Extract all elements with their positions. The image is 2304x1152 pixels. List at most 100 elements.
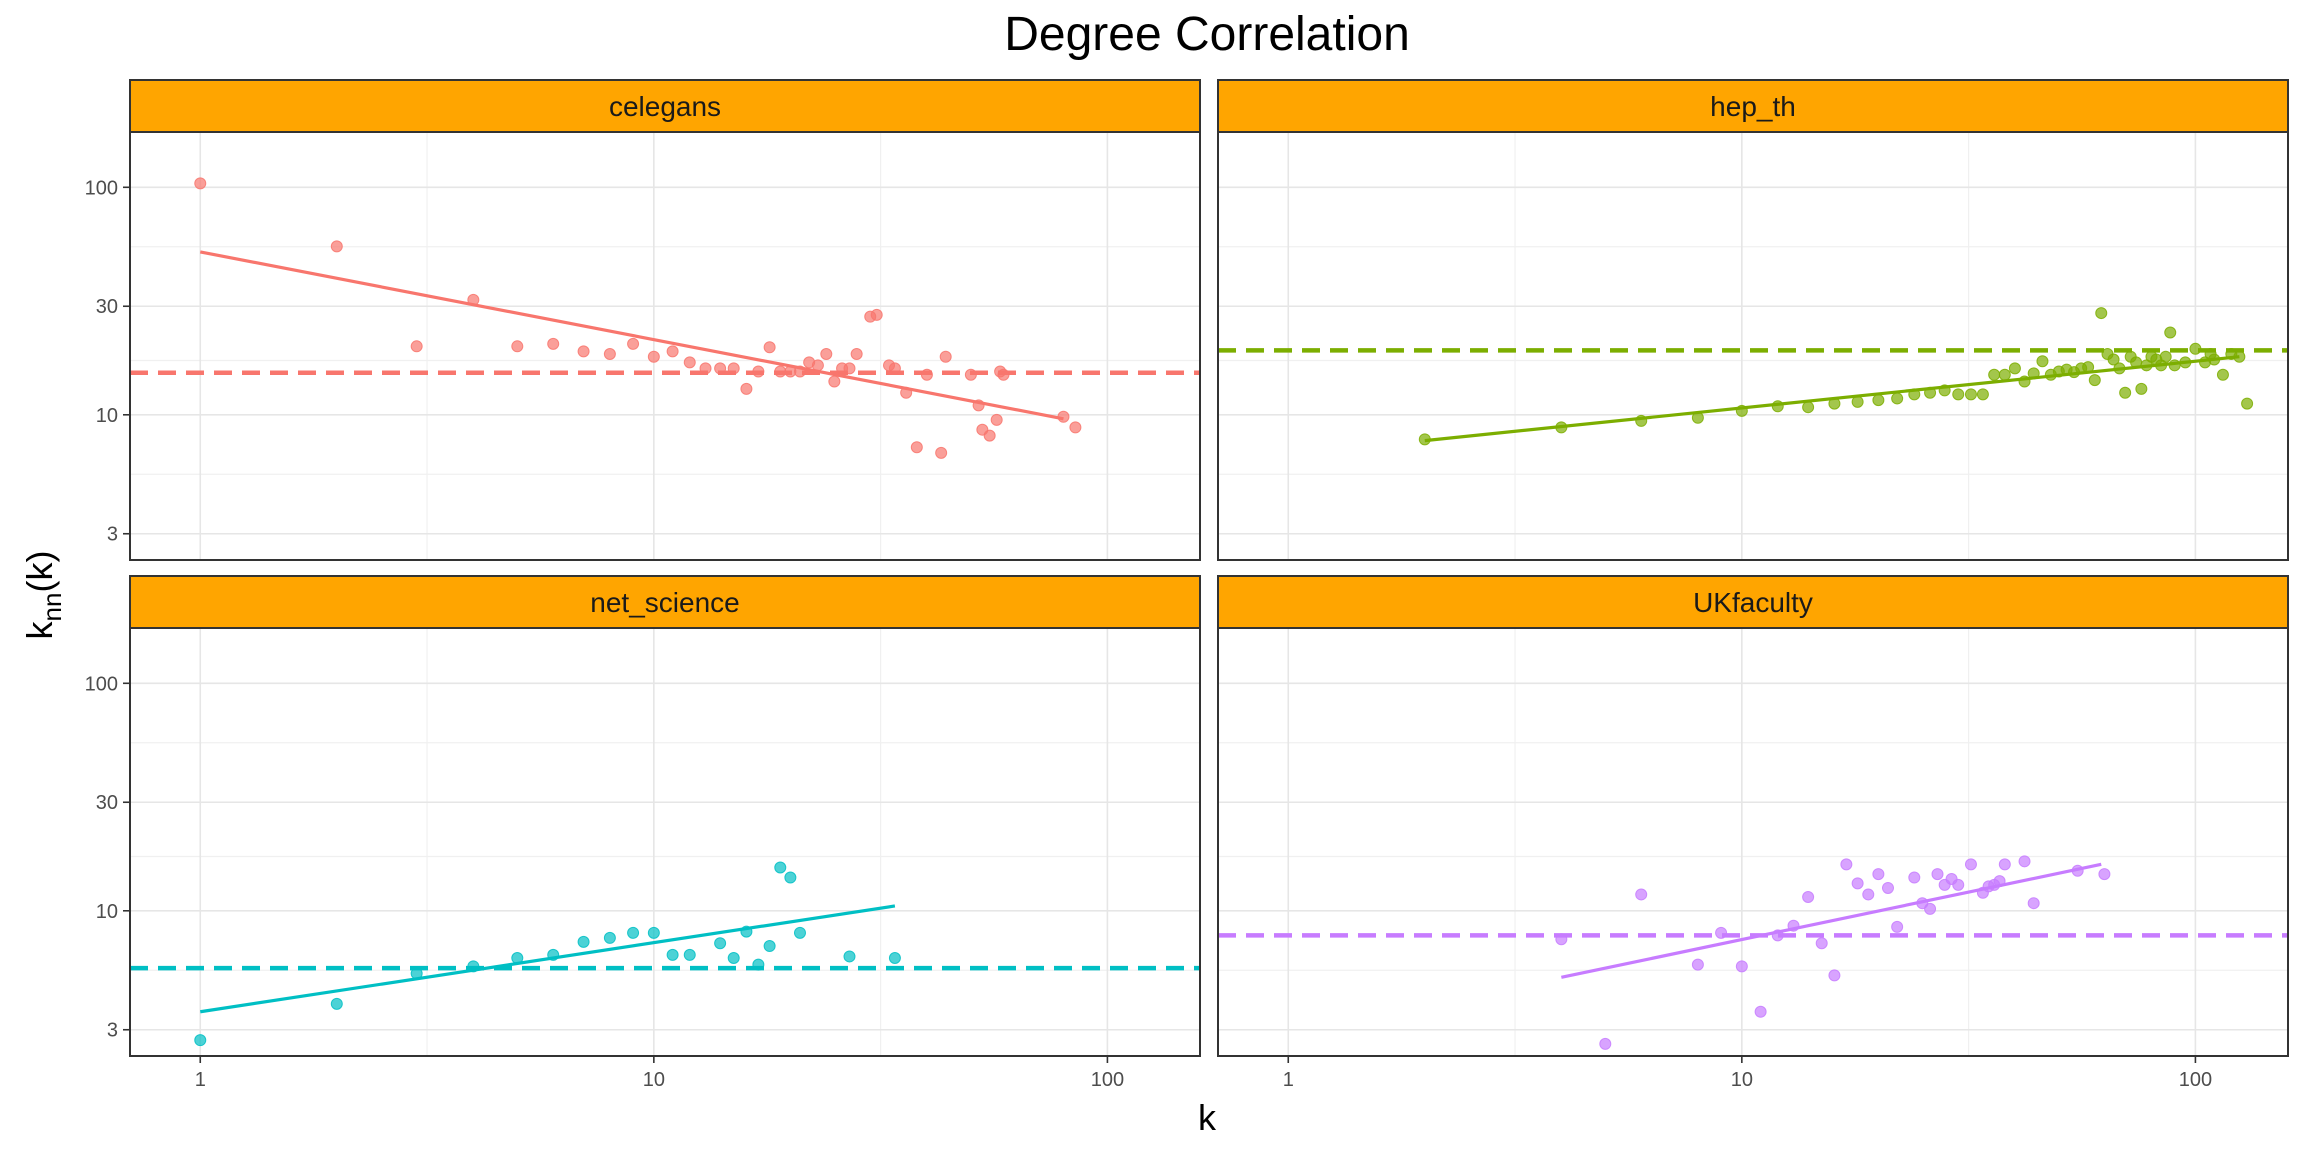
data-point — [1851, 877, 1864, 890]
data-point — [727, 362, 740, 375]
data-point — [1908, 871, 1921, 884]
data-point — [828, 375, 841, 388]
data-point — [194, 177, 207, 190]
data-point — [194, 1034, 207, 1047]
y-tick-label: 10 — [96, 405, 118, 427]
data-point — [603, 931, 616, 944]
data-point — [888, 362, 901, 375]
data-point — [939, 350, 952, 363]
data-point — [935, 446, 948, 459]
data-point — [2018, 855, 2031, 868]
data-point — [1964, 388, 1977, 401]
data-point — [1988, 368, 2001, 381]
strip-label-hep_th: hep_th — [1710, 91, 1796, 122]
data-point — [1555, 933, 1568, 946]
data-point — [784, 871, 797, 884]
data-point — [2107, 353, 2120, 366]
x-tick-label: 10 — [643, 1069, 665, 1091]
data-point — [2135, 382, 2148, 395]
data-point — [1599, 1037, 1612, 1050]
data-point — [1802, 401, 1815, 414]
x-tick-label: 100 — [1091, 1069, 1124, 1091]
x-tick-label: 1 — [1283, 1069, 1294, 1091]
data-point — [666, 948, 679, 961]
strip-UKfaculty — [1217, 575, 2289, 629]
data-point — [2095, 307, 2108, 320]
y-tick-label: 3 — [107, 524, 118, 546]
data-point — [603, 348, 616, 361]
data-point — [330, 240, 343, 253]
data-point — [888, 952, 901, 965]
strip-hep_th — [1217, 79, 2289, 133]
data-point — [2027, 897, 2040, 910]
panel-hep_th: hep_th — [1217, 79, 2289, 561]
data-point — [1754, 1005, 1767, 1018]
data-point — [547, 337, 560, 350]
data-point — [1891, 920, 1904, 933]
y-tick-label: 3 — [107, 1020, 118, 1042]
data-point — [763, 940, 776, 953]
data-point — [1735, 960, 1748, 973]
panel-border-net_science — [129, 627, 1201, 1057]
data-point — [1691, 958, 1704, 971]
data-point — [1815, 937, 1828, 950]
data-point — [627, 337, 640, 350]
data-point — [683, 356, 696, 369]
data-point — [1931, 868, 1944, 881]
panel-celegans: celegans 3 10 30 100 — [85, 79, 1201, 561]
data-point — [964, 368, 977, 381]
plot-area-celegans — [130, 132, 1200, 560]
data-point — [666, 345, 679, 358]
strip-celegans — [129, 79, 1201, 133]
data-point — [763, 341, 776, 354]
facet-panels: celegans 3 10 30 100 hep_th net_science 3 10 30 10… — [85, 79, 2289, 1091]
data-point — [1998, 368, 2011, 381]
data-point — [997, 368, 1010, 381]
y-tick-label: 10 — [96, 901, 118, 923]
data-point — [2216, 368, 2229, 381]
y-axis-label: knn(k) — [19, 551, 67, 640]
plot-area-net_science — [130, 628, 1200, 1056]
strip-label-net_science: net_science — [590, 587, 739, 618]
plot-area-UKfaculty — [1218, 628, 2288, 1056]
data-point — [1891, 392, 1904, 405]
data-point — [2189, 342, 2202, 355]
data-point — [2098, 868, 2111, 881]
panel-border-hep_th — [1217, 131, 2289, 561]
data-point — [1964, 858, 1977, 871]
data-point — [774, 365, 787, 378]
strip-label-celegans: celegans — [609, 91, 721, 122]
data-point — [1952, 388, 1965, 401]
data-point — [1872, 868, 1885, 881]
data-point — [1924, 902, 1937, 915]
data-point — [2008, 362, 2021, 375]
fit-line-celegans — [199, 250, 1064, 421]
data-point — [1802, 890, 1815, 903]
data-point — [1881, 881, 1894, 894]
x-tick-label: 100 — [2179, 1069, 2212, 1091]
data-point — [843, 950, 856, 963]
data-point — [740, 382, 753, 395]
fit-line-hep_th — [1424, 355, 2240, 443]
data-point — [683, 948, 696, 961]
data-point — [2119, 386, 2132, 399]
data-point — [330, 997, 343, 1010]
data-point — [511, 340, 524, 353]
y-tick-label: 100 — [85, 673, 118, 695]
strip-label-UKfaculty: UKfaculty — [1693, 587, 1813, 618]
data-point — [2159, 350, 2172, 363]
data-point — [793, 926, 806, 939]
chart-title: Degree Correlation — [1004, 8, 1410, 61]
data-point — [752, 365, 765, 378]
y-tick-label: 30 — [96, 792, 118, 814]
panel-border-celegans — [129, 131, 1201, 561]
x-tick-label: 1 — [195, 1069, 206, 1091]
y-axis-label-base: k — [19, 620, 60, 639]
panel-net_science: net_science 3 10 30 100 1 10 100 — [85, 575, 1201, 1091]
data-point — [752, 958, 765, 971]
data-point — [1069, 421, 1082, 434]
data-point — [870, 308, 883, 321]
fit-line-UKfaculty — [1561, 862, 2102, 979]
data-point — [2036, 355, 2049, 368]
